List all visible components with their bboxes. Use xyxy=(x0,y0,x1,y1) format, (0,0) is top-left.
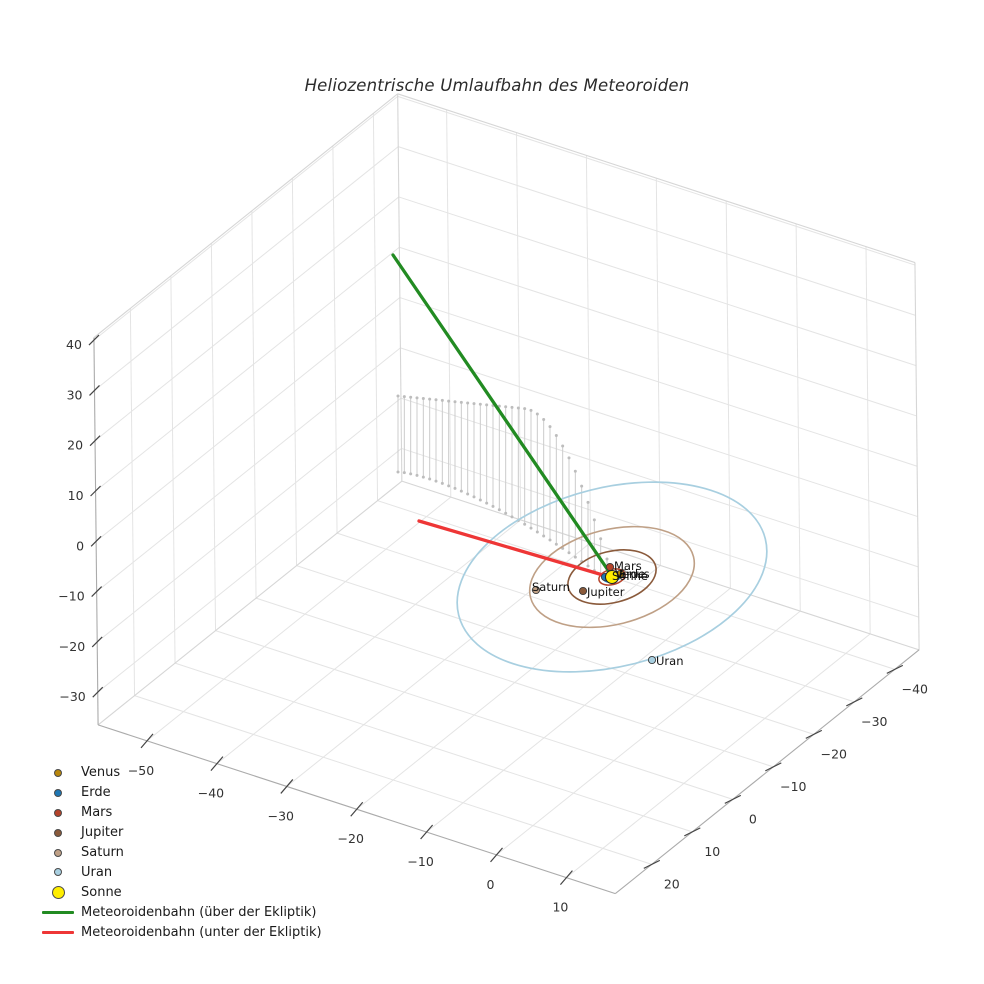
planet-dot-uran xyxy=(647,655,657,665)
y-tick-label: 0 xyxy=(749,811,757,826)
label-saturn: Saturn xyxy=(532,580,570,594)
y-tick-label: −10 xyxy=(780,779,806,794)
legend-marker-glyph xyxy=(54,848,62,857)
legend-line-marker xyxy=(38,930,78,934)
x-tick-label: −10 xyxy=(407,854,433,869)
planet-orbits xyxy=(456,481,768,673)
label-erde: Erde xyxy=(619,567,645,581)
y-tick-label: 10 xyxy=(704,844,720,859)
x-tick-label: 10 xyxy=(552,900,568,915)
y-tick-label: −30 xyxy=(861,714,887,729)
legend-label: Sonne xyxy=(81,884,122,900)
z-tick-label: 10 xyxy=(68,488,84,503)
legend-marker-glyph xyxy=(54,788,62,797)
meteoroid-path-above-ecliptic xyxy=(391,253,614,578)
z-tick-label: −30 xyxy=(59,689,85,704)
y-tick-label: −40 xyxy=(902,681,928,696)
legend-dot-marker xyxy=(38,828,78,837)
legend-item-3: Jupiter xyxy=(38,823,322,843)
legend-item-7: Meteoroidenbahn (über der Ekliptik) xyxy=(38,902,322,922)
legend-label: Meteoroidenbahn (unter der Ekliptik) xyxy=(81,924,322,940)
legend-marker-glyph xyxy=(51,885,65,899)
legend-marker-glyph xyxy=(54,828,62,837)
legend-marker-glyph xyxy=(54,768,62,777)
orbit-uran xyxy=(456,481,768,673)
label-mars: Mars xyxy=(614,559,642,573)
z-tick-label: 40 xyxy=(66,337,82,352)
legend-marker-glyph xyxy=(54,808,62,817)
legend-line-marker xyxy=(38,910,78,914)
legend-dot-marker xyxy=(38,788,78,797)
legend-label: Saturn xyxy=(81,845,124,860)
legend-marker-glyph xyxy=(42,930,74,934)
z-tick-label: 0 xyxy=(76,538,84,553)
legend-item-5: Uran xyxy=(38,862,322,882)
meteoroid-path-below-ecliptic xyxy=(417,519,615,580)
x-tick-label: −30 xyxy=(268,808,294,823)
legend-label: Uran xyxy=(81,864,113,880)
z-tick-label: −20 xyxy=(59,639,85,654)
planet-markers xyxy=(531,562,657,665)
x-tick-label: −20 xyxy=(338,831,364,846)
x-tick-label: 0 xyxy=(487,877,495,892)
legend: Venus Erde Mars Jupiter Saturn Uran Sonne Meteo… xyxy=(38,763,322,942)
x-tick-label: −50 xyxy=(128,763,154,778)
plot-title: Heliozentrische Umlaufbahn des Meteoroid… xyxy=(304,76,690,95)
planet-dot-jupiter xyxy=(578,586,588,596)
orbit-saturn xyxy=(528,525,696,629)
legend-item-0: Venus xyxy=(38,763,322,783)
legend-dot-marker xyxy=(38,885,78,899)
label-jupiter: Jupiter xyxy=(586,585,625,599)
legend-label: Erde xyxy=(81,785,111,801)
z-tick-label: −10 xyxy=(58,589,84,604)
legend-item-6: Sonne xyxy=(38,882,322,902)
sun-marker xyxy=(604,569,620,585)
legend-label: Mars xyxy=(81,805,113,821)
grid-panes xyxy=(93,95,919,879)
legend-dot-marker xyxy=(38,768,78,777)
axis-ticks: −50 −40 −30 −20 −10 0 10 20 10 0 −10 −20 −30 −40 40 30 2… xyxy=(58,334,928,915)
z-tick-label: 30 xyxy=(67,387,83,402)
legend-item-4: Saturn xyxy=(38,843,322,863)
y-tick-label: −20 xyxy=(821,746,847,761)
legend-marker-glyph xyxy=(42,910,74,914)
legend-label: Meteoroidenbahn (über der Ekliptik) xyxy=(81,904,317,920)
planet-dot-saturn xyxy=(531,585,541,595)
legend-item-8: Meteoroidenbahn (unter der Ekliptik) xyxy=(38,922,322,942)
legend-item-1: Erde xyxy=(38,783,322,803)
legend-dot-marker xyxy=(38,848,78,857)
z-tick-label: 20 xyxy=(67,438,83,453)
label-sonne: Sonne xyxy=(612,569,648,583)
legend-dot-marker xyxy=(38,868,78,877)
orbit-jupiter xyxy=(567,549,657,605)
legend-label: Jupiter xyxy=(81,825,124,841)
x-tick-label: −40 xyxy=(198,786,224,801)
legend-label: Venus xyxy=(81,765,121,781)
legend-dot-marker xyxy=(38,808,78,817)
label-uran: Uran xyxy=(656,654,683,668)
label-venus: Venus xyxy=(615,567,650,581)
y-tick-label: 20 xyxy=(664,876,680,891)
legend-item-2: Mars xyxy=(38,803,322,823)
legend-marker-glyph xyxy=(54,868,62,877)
